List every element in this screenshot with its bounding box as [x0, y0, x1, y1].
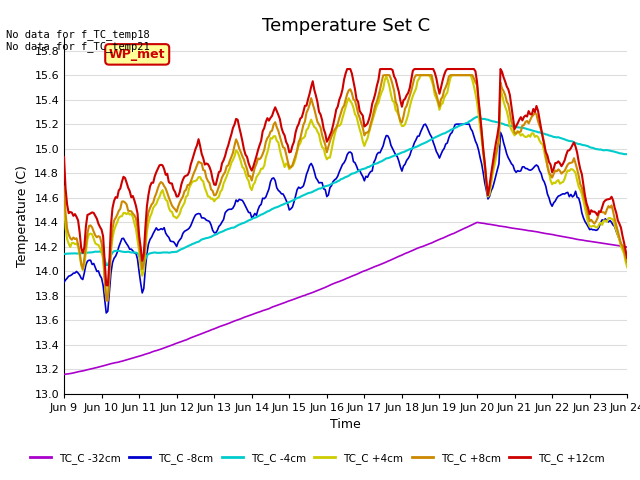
X-axis label: Time: Time: [330, 418, 361, 431]
Y-axis label: Temperature (C): Temperature (C): [16, 165, 29, 267]
Text: No data for f_TC_temp18
No data for f_TC_temp21: No data for f_TC_temp18 No data for f_TC…: [6, 29, 150, 52]
Legend: TC_C -32cm, TC_C -8cm, TC_C -4cm, TC_C +4cm, TC_C +8cm, TC_C +12cm: TC_C -32cm, TC_C -8cm, TC_C -4cm, TC_C +…: [26, 448, 609, 468]
Title: Temperature Set C: Temperature Set C: [262, 17, 429, 36]
Text: WP_met: WP_met: [109, 48, 166, 61]
